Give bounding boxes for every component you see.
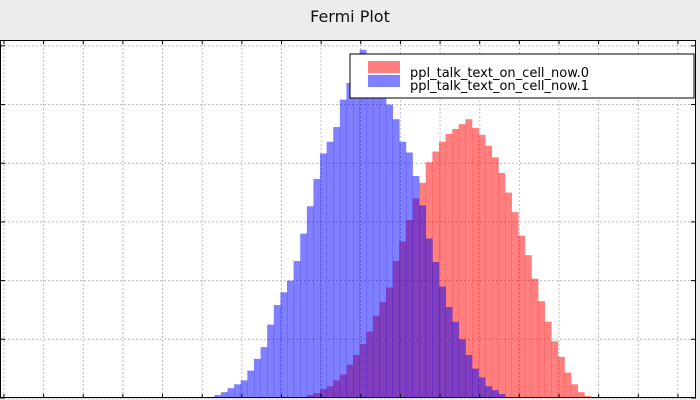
bar-series-0-bin-43 <box>491 157 499 398</box>
bar-series-0-bin-36 <box>445 133 453 398</box>
bar-series-1-bin-15 <box>306 206 314 398</box>
bar-series-1-bin-38 <box>458 339 466 398</box>
bar-series-1-bin-14 <box>300 233 308 398</box>
bar-series-1-bin-21 <box>346 83 354 398</box>
bar-series-1-bin-9 <box>267 324 275 398</box>
bar-series-1-bin-35 <box>438 286 446 398</box>
bar-series-0-bin-46 <box>511 212 519 398</box>
bar-series-1-bin-8 <box>260 347 268 398</box>
bar-series-1-bin-40 <box>472 368 479 398</box>
bar-series-1-bin-30 <box>405 152 413 398</box>
bar-series-1-bin-7 <box>253 358 261 398</box>
bar-series-0-bin-47 <box>518 235 526 398</box>
bar-series-0-bin-45 <box>505 192 512 398</box>
bar-series-0-bin-55 <box>571 384 579 398</box>
bar-series-1-bin-12 <box>286 280 294 398</box>
legend-label-series-0: ppl_talk_text_on_cell_now.0 <box>410 66 589 81</box>
histogram-bars <box>207 49 592 399</box>
bar-series-0-bin-48 <box>524 255 532 398</box>
bar-series-1-bin-17 <box>320 153 327 398</box>
legend-label-series-1: ppl_talk_text_on_cell_now.1 <box>410 79 589 94</box>
bar-series-1-bin-39 <box>465 354 473 398</box>
bar-series-1-bin-18 <box>326 141 334 398</box>
bar-series-1-bin-19 <box>333 127 341 399</box>
bar-series-0-bin-40 <box>472 128 479 399</box>
plot-frame <box>0 40 696 398</box>
bar-series-1-bin-32 <box>419 205 427 398</box>
bar-series-1-bin-1 <box>214 395 222 398</box>
bar-series-1-bin-43 <box>491 390 499 398</box>
bar-series-1-bin-5 <box>240 380 248 398</box>
bar-series-0-bin-53 <box>557 356 565 398</box>
bar-series-0-bin-52 <box>551 341 559 398</box>
bar-series-1-bin-25 <box>372 71 380 399</box>
bar-series-0-bin-50 <box>538 301 545 398</box>
legend-swatch-series-1 <box>368 75 400 87</box>
bar-series-1-bin-13 <box>293 261 301 398</box>
bar-series-1-bin-41 <box>478 377 486 398</box>
bar-series-1-bin-16 <box>313 178 321 398</box>
bar-series-0-bin-39 <box>465 119 473 399</box>
legend: ppl_talk_text_on_cell_now.0 ppl_talk_tex… <box>349 53 695 99</box>
bar-series-1-bin-44 <box>498 394 506 398</box>
bar-series-0-bin-38 <box>458 124 466 399</box>
bar-series-1-bin-3 <box>227 388 235 398</box>
bar-series-0-bin-35 <box>438 141 446 398</box>
bar-series-1-bin-23 <box>359 49 367 398</box>
series-1 <box>207 49 512 399</box>
bar-series-0-bin-49 <box>531 278 539 398</box>
bar-series-1-bin-42 <box>485 386 493 398</box>
bar-series-0-bin-51 <box>544 321 552 398</box>
bar-series-1-bin-36 <box>445 307 453 398</box>
legend-box <box>349 53 695 99</box>
chart-title: Fermi Plot <box>310 7 390 26</box>
bar-series-1-bin-29 <box>399 141 407 398</box>
bar-series-1-bin-22 <box>353 61 360 398</box>
bar-series-0-bin-37 <box>452 129 460 398</box>
bar-series-0-bin-56 <box>577 392 585 398</box>
bar-series-1-bin-34 <box>432 262 440 398</box>
bar-series-1-bin-20 <box>339 99 347 399</box>
bar-series-0-bin-41 <box>478 134 486 399</box>
bar-series-1-bin-27 <box>386 104 394 399</box>
bar-series-1-bin-24 <box>366 53 374 398</box>
bar-series-0-bin-54 <box>564 372 572 398</box>
bar-series-1-bin-2 <box>220 392 228 398</box>
bar-series-1-bin-28 <box>392 119 400 399</box>
legend-swatch-series-0 <box>368 61 400 73</box>
bar-series-0-bin-44 <box>498 173 506 398</box>
bar-series-1-bin-33 <box>425 238 433 398</box>
bar-series-1-bin-6 <box>247 370 255 398</box>
bar-series-1-bin-31 <box>412 175 420 398</box>
bar-series-1-bin-10 <box>273 305 281 398</box>
bar-series-1-bin-37 <box>452 321 460 398</box>
bar-series-1-bin-11 <box>280 292 288 398</box>
bar-series-0-bin-42 <box>485 145 493 398</box>
bar-series-1-bin-26 <box>379 94 387 399</box>
bar-series-1-bin-4 <box>234 384 242 398</box>
